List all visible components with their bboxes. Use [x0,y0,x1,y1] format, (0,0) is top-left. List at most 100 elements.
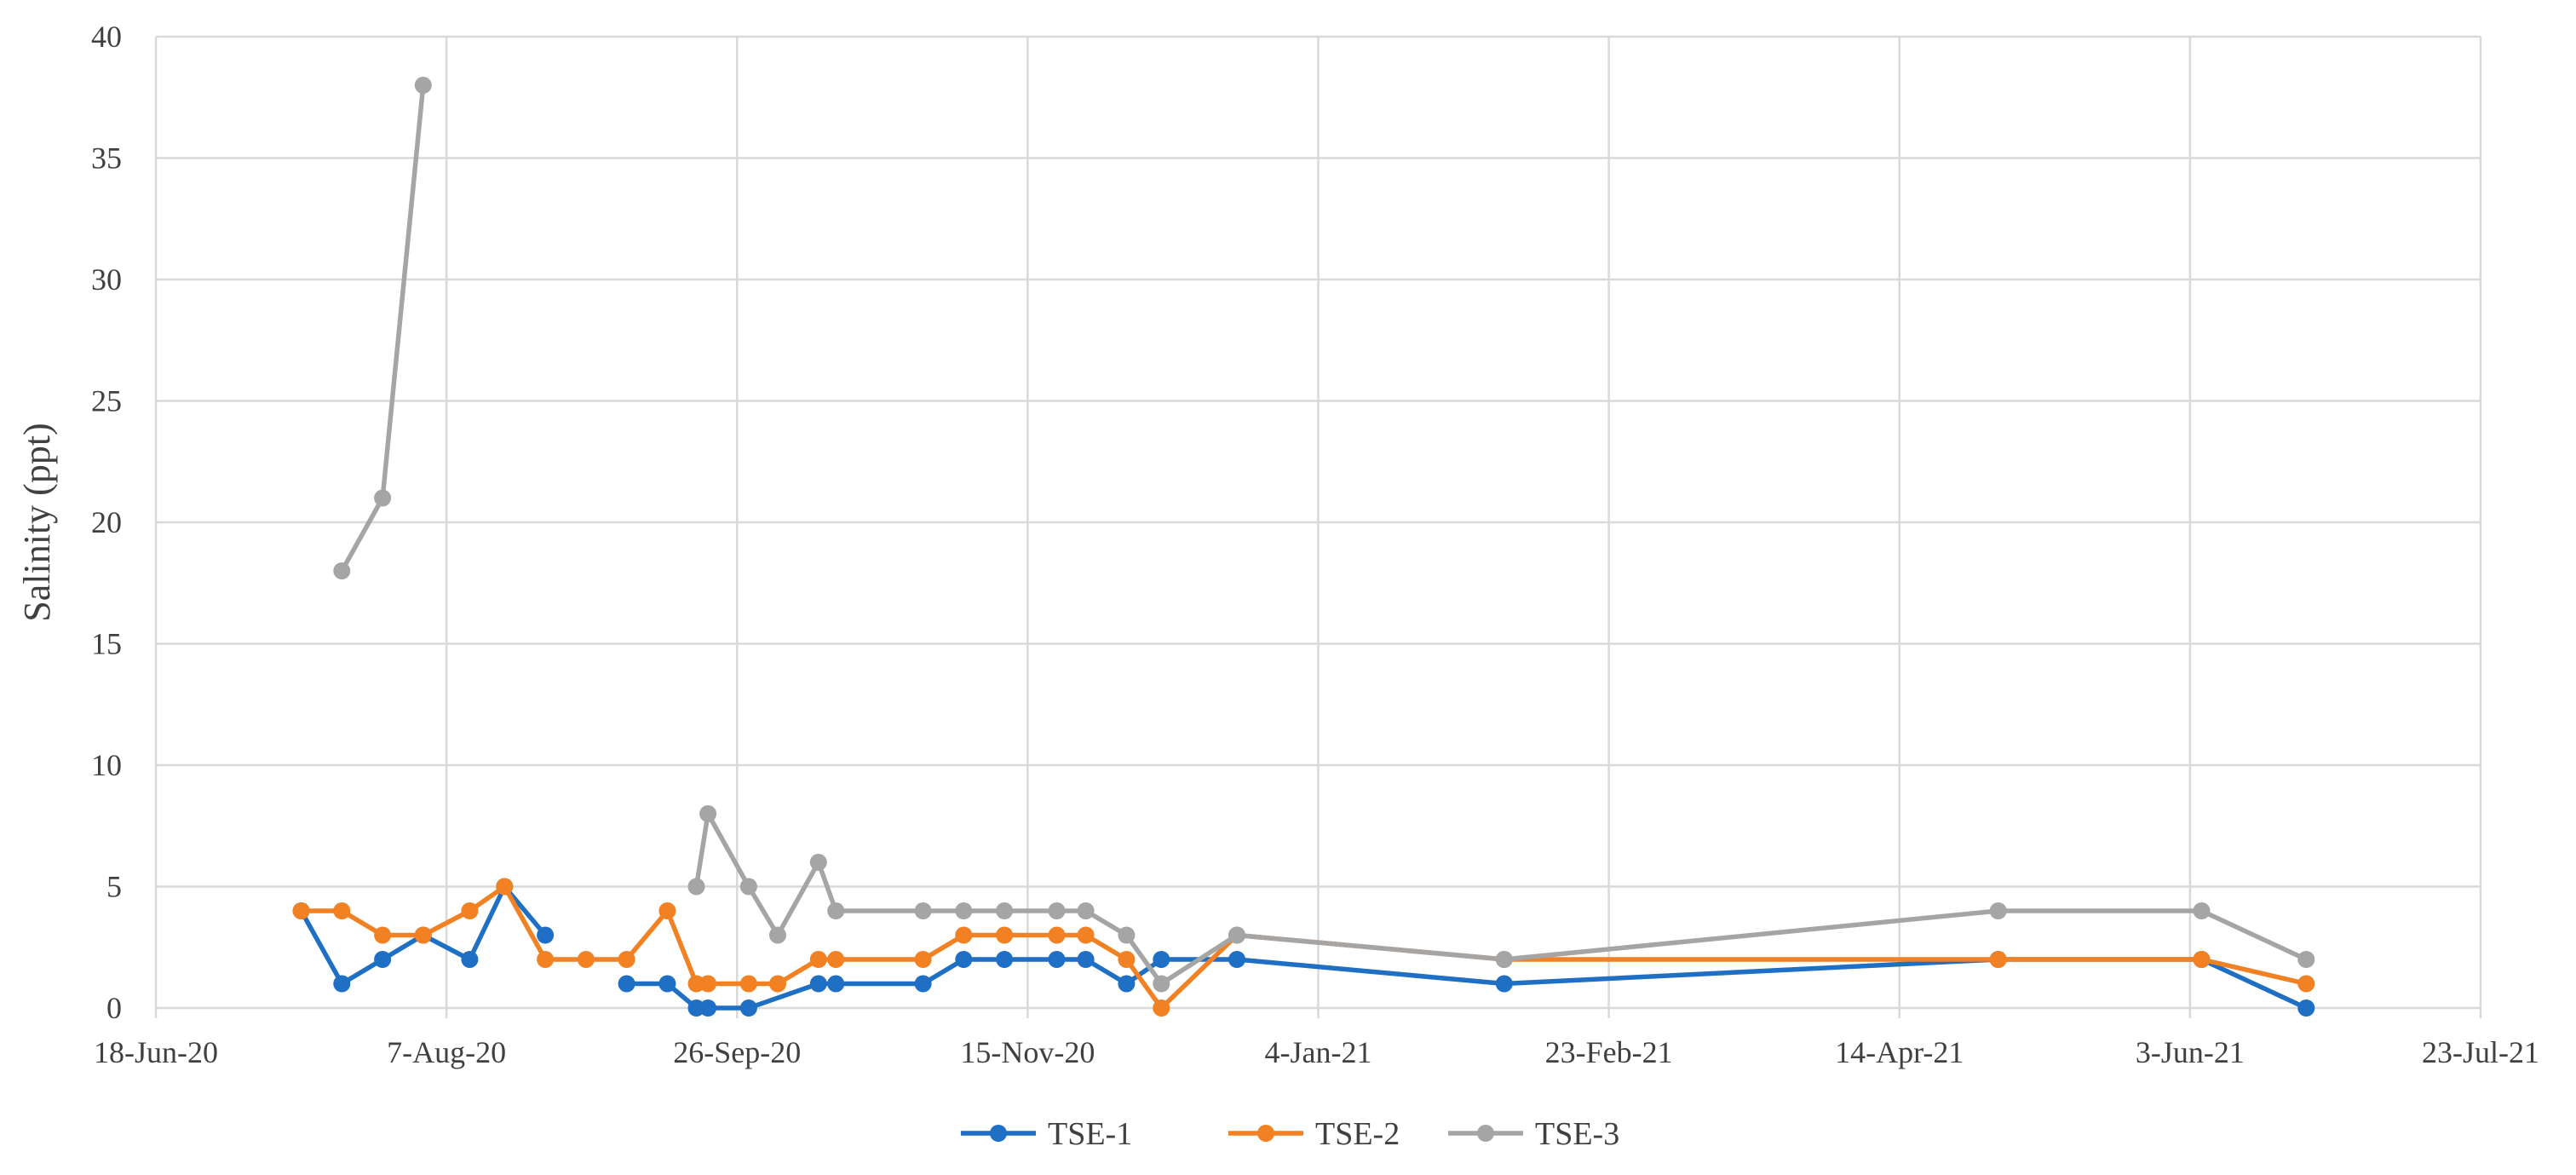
data-point [2193,902,2211,919]
legend-swatch-marker [1477,1125,1494,1142]
legend-label: TSE-3 [1535,1116,1619,1152]
data-point [1118,975,1136,993]
series-tse-2 [292,878,2315,1017]
data-point [1989,902,2007,919]
data-point [1077,951,1095,968]
data-point [414,926,432,944]
data-point [618,951,635,968]
data-point [537,926,555,944]
data-point [333,562,351,579]
legend-swatch-marker [1257,1125,1274,1142]
series-lines [292,77,2315,1017]
y-tick-label: 0 [106,991,122,1025]
data-point [2297,975,2315,993]
x-tick-label: 7-Aug-20 [387,1035,506,1069]
data-point [577,951,595,968]
data-point [914,902,932,919]
data-point [461,951,479,968]
data-point [827,975,845,993]
x-tick-label: 23-Feb-21 [1545,1035,1673,1069]
y-tick-label: 30 [91,262,122,297]
data-point [1153,975,1170,993]
data-point [333,902,351,919]
data-point [955,902,973,919]
data-point [2297,951,2315,968]
data-point [1495,975,1513,993]
y-tick-label: 5 [106,870,122,904]
data-point [618,975,635,993]
series-line [693,811,2308,987]
data-point [1989,951,2007,968]
data-point [1153,951,1170,968]
x-tick-label: 18-Jun-20 [94,1035,218,1069]
data-point [996,951,1014,968]
data-point [996,926,1014,944]
y-tick-label: 35 [91,141,122,176]
data-point [1118,951,1136,968]
x-tick-label: 26-Sep-20 [673,1035,801,1069]
data-point [1228,951,1245,968]
data-point [809,975,827,993]
series-line [626,957,2308,1011]
data-point [537,951,555,968]
x-tick-label: 3-Jun-21 [2136,1035,2245,1069]
series-tse-3 [333,77,2315,993]
data-point [374,489,392,507]
y-tick-label: 20 [91,505,122,539]
axes: 0 5 10 15 20 25 30 35 40 18-Jun-20 7-Aug-20 26-Sep-… [91,20,2539,1069]
x-tick-label: 14-Apr-21 [1835,1035,1964,1069]
data-point [2297,999,2315,1017]
data-point [1048,902,1066,919]
data-point [739,878,757,896]
data-point [461,902,479,919]
data-point [374,951,392,968]
data-point [687,878,705,896]
y-tick-label: 25 [91,384,122,418]
data-point [827,902,845,919]
x-tick-label: 23-Jul-21 [2422,1035,2539,1069]
data-point [658,902,676,919]
data-point [1153,999,1170,1017]
series-line [301,884,2307,1011]
data-point [658,975,676,993]
series-tse-1 [292,878,2315,1017]
data-point [955,951,973,968]
data-point [1077,902,1095,919]
data-point [769,975,786,993]
data-point [699,999,717,1017]
data-point [292,902,310,919]
data-point [1077,926,1095,944]
data-point [414,77,432,94]
legend-swatch-marker [990,1125,1007,1142]
x-tick-label: 15-Nov-20 [960,1035,1095,1069]
data-point [996,902,1014,919]
y-tick-label: 10 [91,748,122,782]
data-point [827,951,845,968]
data-point [374,926,392,944]
y-axis-title: Salinity (ppt) [16,423,58,621]
data-point [496,878,514,896]
y-tick-label: 15 [91,627,122,661]
y-tick-label: 40 [91,20,122,54]
data-point [699,805,717,822]
data-point [1228,926,1245,944]
legend: TSE-1 TSE-2 TSE-3 [961,1116,1619,1152]
legend-label: TSE-2 [1315,1116,1400,1152]
data-point [955,926,973,944]
data-point [1048,951,1066,968]
data-point [739,975,757,993]
data-point [739,999,757,1017]
data-point [914,975,932,993]
legend-label: TSE-1 [1048,1116,1132,1152]
data-point [809,854,827,871]
data-point [2193,951,2211,968]
data-point [333,975,351,993]
x-tick-label: 4-Jan-21 [1265,1035,1372,1069]
data-point [1048,926,1066,944]
data-point [1495,951,1513,968]
data-point [809,951,827,968]
data-point [914,951,932,968]
data-point [1118,926,1136,944]
data-point [699,975,717,993]
